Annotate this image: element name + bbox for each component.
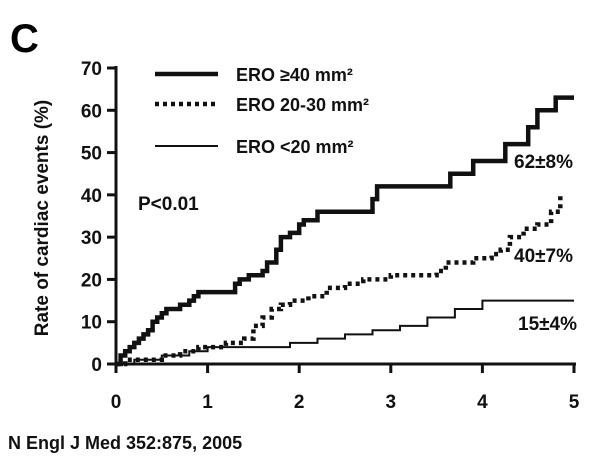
end-label-1: 62±8% — [514, 152, 573, 173]
x-tick-label: 3 — [386, 392, 397, 413]
y-tick-label: 70 — [81, 59, 102, 80]
series-line-1 — [116, 95, 574, 367]
end-label-2: 40±7% — [514, 246, 573, 267]
citation: N Engl J Med 352:875, 2005 — [8, 433, 242, 453]
legend-label-2: ERO 20-30 mm² — [236, 95, 369, 115]
p-value-label: P<0.01 — [138, 194, 199, 215]
y-tick-label: 40 — [81, 186, 102, 207]
y-tick-label: 30 — [81, 228, 102, 249]
series-line-2 — [116, 194, 563, 367]
x-tick-label: 0 — [111, 392, 122, 413]
panel-letter: C — [10, 17, 39, 61]
x-tick-label: 1 — [202, 392, 213, 413]
end-label-3: 15±4% — [518, 314, 577, 335]
series-layer — [116, 95, 574, 367]
axes: 0 10 20 30 40 50 60 70 0 1 2 3 4 5 — [81, 59, 580, 413]
annotations: P<0.01 62±8% 40±7% 15±4% — [138, 152, 577, 335]
y-tick-label: 50 — [81, 144, 102, 165]
x-tick-label: 4 — [477, 392, 488, 413]
legend-label-3: ERO <20 mm² — [236, 137, 354, 157]
legend-label-1: ERO ≥40 mm² — [236, 65, 353, 85]
series-line-3 — [116, 299, 574, 365]
x-tick-label: 5 — [569, 392, 580, 413]
y-tick-label: 0 — [91, 355, 102, 376]
x-tick-label: 2 — [294, 392, 305, 413]
y-tick-label: 20 — [81, 270, 102, 291]
y-tick-label: 10 — [81, 313, 102, 334]
y-axis-label: Rate of cardiac events (%) — [32, 100, 53, 337]
legend: ERO ≥40 mm² ERO 20-30 mm² ERO <20 mm² — [155, 65, 369, 157]
y-tick-label: 60 — [81, 101, 102, 122]
